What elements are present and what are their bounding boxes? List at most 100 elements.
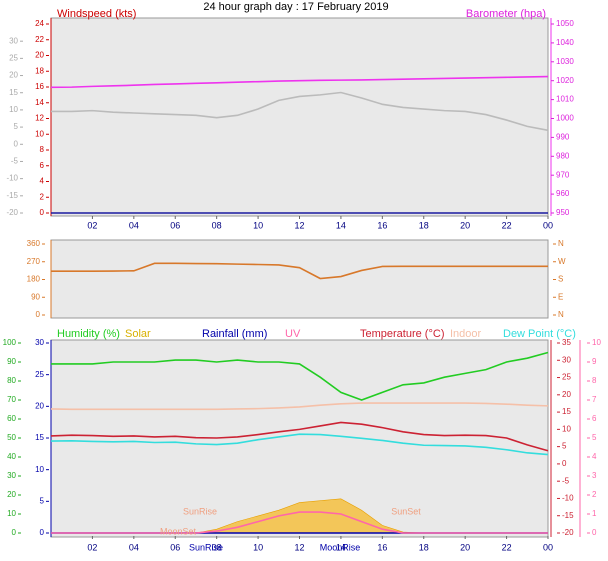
- x-tick-label: 18: [419, 220, 429, 230]
- y2-tick-label: -15: [562, 511, 574, 520]
- y4-tick-label: 10: [592, 338, 601, 347]
- y3-tick-label: 10: [35, 465, 44, 474]
- legend-label: Solar: [125, 328, 151, 340]
- y2-tick-label: 1000: [556, 114, 574, 123]
- y3-tick-label: 5: [40, 496, 45, 505]
- y3-tick-label: 10: [9, 105, 18, 114]
- x-tick-label: 12: [294, 220, 304, 230]
- y4-tick-label: 3: [592, 471, 597, 480]
- x-tick-label: 12: [294, 542, 304, 552]
- x-tick-label: 20: [460, 542, 470, 552]
- y4-tick-label: 9: [592, 357, 597, 366]
- y4-tick-label: 4: [592, 452, 597, 461]
- x-tick-label: 02: [87, 542, 97, 552]
- y2-tick-label: 10: [562, 424, 571, 433]
- y-tick-label: 22: [35, 35, 44, 44]
- x-tick-label: 10: [253, 220, 263, 230]
- series-line: [51, 262, 548, 280]
- y-tick-label: 0: [40, 208, 45, 217]
- y2-tick-label: 25: [562, 373, 571, 382]
- x-tick-label: 06: [170, 220, 180, 230]
- y-tick-label: 10: [7, 509, 16, 518]
- y2-tick-label: S: [558, 275, 563, 284]
- y2-tick-label: 5: [562, 442, 567, 451]
- annotation: SunRise: [183, 506, 217, 516]
- series-line: [50, 75, 549, 89]
- y2-tick-label: 970: [556, 170, 570, 179]
- x-tick-label: 08: [212, 542, 222, 552]
- series-line: [50, 433, 549, 456]
- series-line: [50, 421, 549, 452]
- y2-tick-label: 20: [562, 390, 571, 399]
- y-tick-label: 20: [35, 51, 44, 60]
- x-tick-label: 08: [212, 220, 222, 230]
- y2-tick-label: 1030: [556, 57, 574, 66]
- y3-tick-label: 25: [9, 53, 18, 62]
- legend-label: Rainfall (mm): [202, 328, 267, 340]
- series-line: [51, 511, 548, 534]
- y2-tick-label: W: [558, 257, 566, 266]
- x-tick-label: 22: [502, 542, 512, 552]
- x-tick-label: 06: [170, 542, 180, 552]
- y2-tick-label: N: [558, 239, 564, 248]
- y3-tick-label: -10: [6, 174, 18, 183]
- y3-tick-label: 20: [9, 71, 18, 80]
- y-tick-label: 18: [35, 66, 44, 75]
- x-tick-label: 00: [543, 542, 553, 552]
- y-tick-label: 24: [35, 19, 44, 28]
- y2-tick-label: 35: [562, 338, 571, 347]
- y3-tick-label: 30: [9, 36, 18, 45]
- y2-tick-label: E: [558, 292, 563, 301]
- x-tick-label: 02: [87, 220, 97, 230]
- x-tick-label: 14: [336, 542, 346, 552]
- y2-axis-label: Barometer (hpa): [466, 8, 546, 20]
- y2-tick-label: 1050: [556, 19, 574, 28]
- y-tick-label: 360: [27, 239, 41, 248]
- legend-label: Dew Point (°C): [503, 328, 576, 340]
- y3-tick-label: 0: [14, 139, 19, 148]
- x-tick-label: 16: [377, 542, 387, 552]
- x-tick-label: 18: [419, 542, 429, 552]
- annotation: SunRise: [189, 542, 223, 552]
- y2-tick-label: 1020: [556, 76, 574, 85]
- y3-tick-label: 15: [9, 88, 18, 97]
- y2-tick-label: 980: [556, 151, 570, 160]
- y-tick-label: 100: [3, 338, 17, 347]
- y-tick-label: 90: [7, 357, 16, 366]
- y2-tick-label: 1010: [556, 95, 574, 104]
- annotation: MoonRise: [320, 542, 361, 552]
- y-tick-label: 60: [7, 414, 16, 423]
- y3-tick-label: 15: [35, 433, 44, 442]
- y2-tick-label: 950: [556, 208, 570, 217]
- y-tick-label: 80: [7, 376, 16, 385]
- y3-tick-label: 20: [35, 401, 44, 410]
- x-tick-label: 04: [129, 220, 139, 230]
- y4-tick-label: 2: [592, 490, 597, 499]
- y-tick-label: 8: [40, 145, 45, 154]
- y4-tick-label: 5: [592, 433, 597, 442]
- legend-label: UV: [285, 328, 301, 340]
- y-tick-label: 12: [35, 114, 44, 123]
- y4-tick-label: 0: [592, 528, 597, 537]
- y-tick-label: 50: [7, 433, 16, 442]
- y-tick-label: 2: [40, 192, 45, 201]
- annotation: MoonSet: [160, 526, 197, 536]
- y-tick-label: 0: [36, 310, 41, 319]
- series-line: [51, 91, 549, 132]
- y2-tick-label: 30: [562, 355, 571, 364]
- x-tick-label: 16: [377, 220, 387, 230]
- legend-label: Indoor: [450, 328, 482, 340]
- y3-tick-label: 5: [14, 122, 19, 131]
- y-tick-label: 40: [7, 452, 16, 461]
- y3-tick-label: 0: [40, 528, 45, 537]
- y3-tick-label: -15: [6, 191, 18, 200]
- y-tick-label: 270: [27, 257, 41, 266]
- y4-tick-label: 8: [592, 376, 597, 385]
- y2-tick-label: -10: [562, 494, 574, 503]
- x-tick-label: 10: [253, 542, 263, 552]
- y2-tick-label: 960: [556, 189, 570, 198]
- y-tick-label: 14: [35, 98, 44, 107]
- legend-label: Temperature (°C): [360, 328, 444, 340]
- series-line: [51, 351, 549, 401]
